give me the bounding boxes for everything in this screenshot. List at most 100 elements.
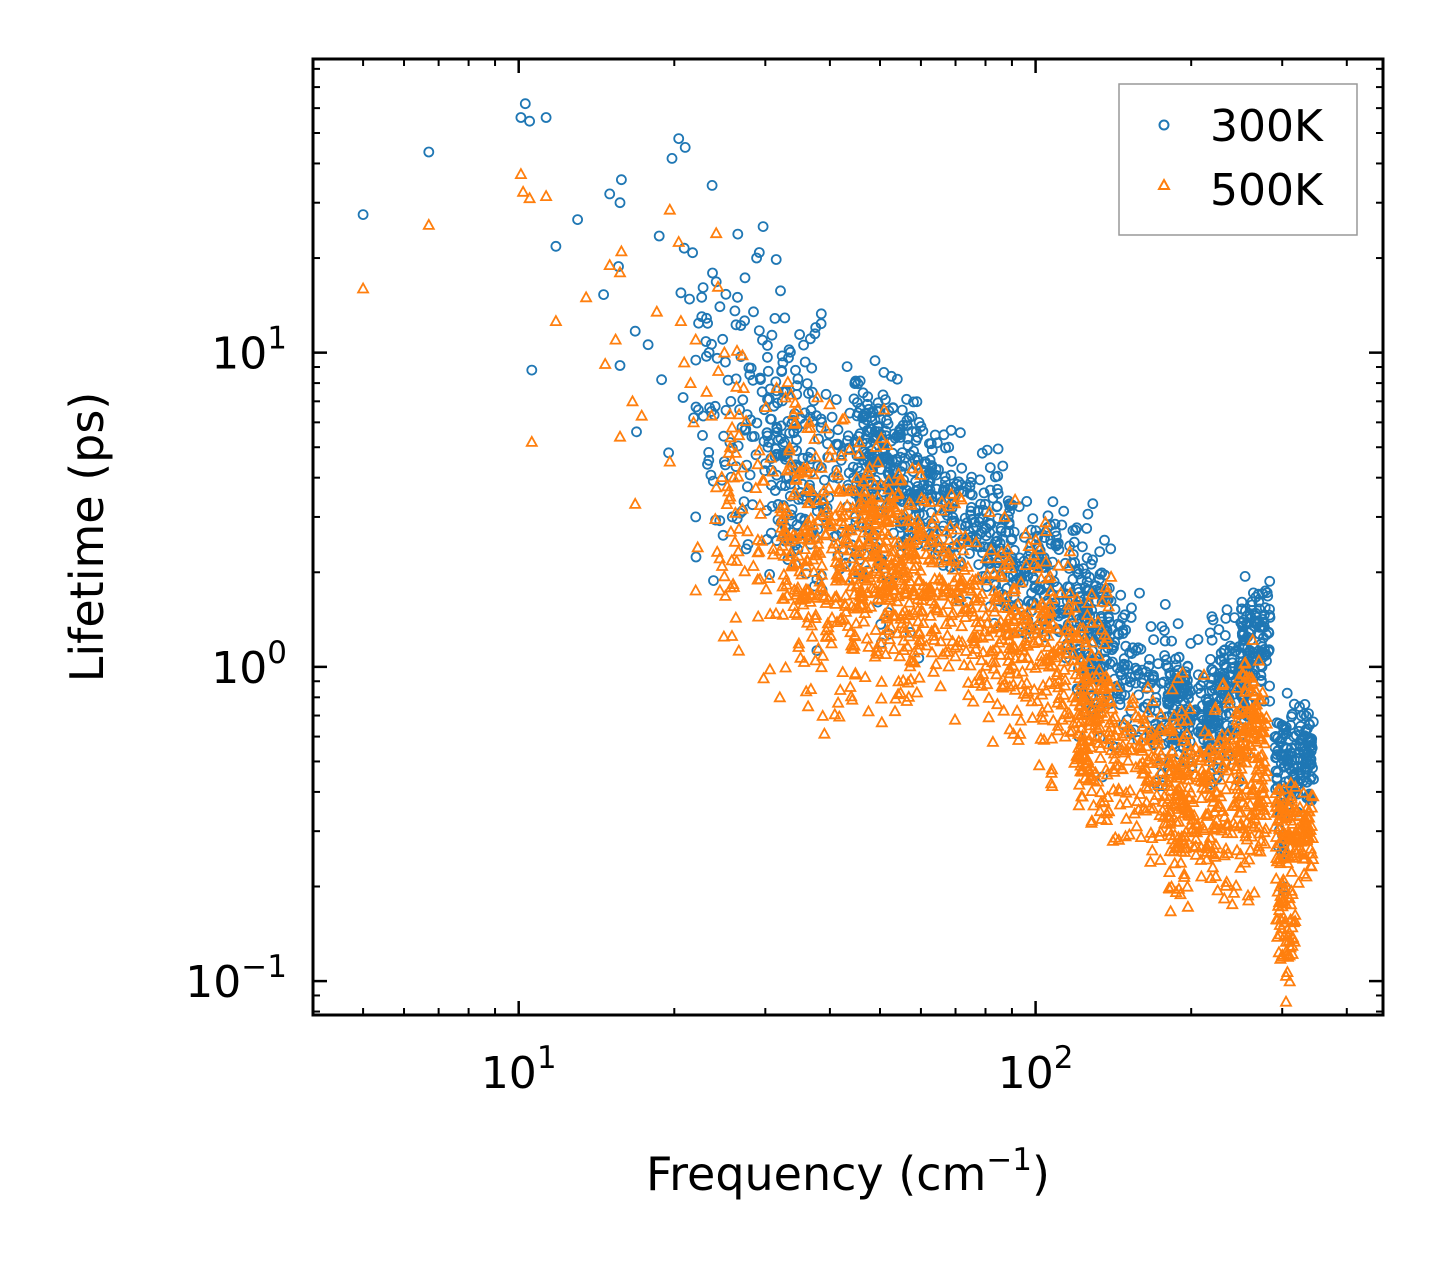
point-500k <box>1096 694 1111 707</box>
point-300k <box>1118 653 1130 665</box>
point-500k <box>1177 730 1191 742</box>
point-500k <box>1165 743 1179 756</box>
point-300k <box>732 291 743 303</box>
point-500k <box>804 587 818 600</box>
point-500k <box>1189 839 1203 851</box>
point-300k <box>1283 775 1295 786</box>
point-300k <box>629 325 641 337</box>
point-500k <box>893 473 907 486</box>
point-300k <box>731 513 743 525</box>
point-500k <box>832 709 846 722</box>
point-500k <box>1283 974 1297 987</box>
point-300k <box>1300 710 1312 722</box>
point-500k <box>980 677 994 690</box>
point-500k <box>1271 814 1285 826</box>
point-500k <box>766 547 780 560</box>
point-300k <box>1204 627 1216 639</box>
point-500k <box>816 492 830 504</box>
point-300k <box>1070 524 1081 536</box>
x-axis-title-tail: ) <box>1032 1147 1050 1201</box>
point-500k <box>915 593 929 605</box>
point-500k <box>1045 731 1059 744</box>
point-500k <box>732 428 746 441</box>
point-300k <box>887 402 899 414</box>
point-500k <box>943 519 957 531</box>
point-500k <box>1246 633 1260 645</box>
point-300k <box>757 334 768 346</box>
point-500k <box>1051 723 1065 736</box>
point-300k <box>854 375 866 387</box>
point-500k <box>871 455 885 468</box>
point-500k <box>1071 707 1085 720</box>
point-500k <box>819 528 833 541</box>
point-500k <box>1014 575 1028 588</box>
point-300k <box>973 559 985 570</box>
point-500k <box>1272 895 1286 908</box>
point-500k <box>851 577 865 590</box>
point-500k <box>718 589 732 601</box>
point-300k <box>1109 603 1121 615</box>
point-500k <box>1205 762 1219 775</box>
point-300k <box>526 364 538 376</box>
point-500k <box>1076 763 1090 775</box>
point-500k <box>1011 624 1025 636</box>
point-500k <box>729 446 743 458</box>
point-500k <box>909 533 923 545</box>
point-300k <box>901 415 913 426</box>
point-300k <box>765 413 776 425</box>
point-500k <box>1063 629 1077 642</box>
point-500k <box>831 567 845 579</box>
point-500k <box>1090 669 1104 682</box>
point-500k <box>1238 855 1252 868</box>
point-500k <box>784 387 798 400</box>
point-500k <box>1285 887 1299 899</box>
point-500k <box>935 503 949 516</box>
point-300k <box>884 455 895 467</box>
point-500k <box>1194 791 1208 803</box>
point-500k <box>1134 741 1148 754</box>
point-500k <box>1207 818 1221 830</box>
point-300k <box>1132 642 1144 654</box>
point-300k <box>1207 614 1219 626</box>
point-500k <box>1269 830 1283 842</box>
point-500k <box>1039 524 1053 536</box>
point-500k <box>1153 853 1167 865</box>
point-300k <box>1232 679 1244 691</box>
point-300k <box>1167 690 1179 701</box>
point-500k <box>1198 724 1212 737</box>
point-300k <box>1148 634 1159 645</box>
point-500k <box>1066 653 1081 666</box>
point-500k <box>1187 840 1201 853</box>
point-500k <box>844 483 859 496</box>
point-500k <box>821 516 835 529</box>
point-500k <box>1282 809 1296 822</box>
point-500k <box>910 685 924 698</box>
point-300k <box>572 214 583 226</box>
point-300k <box>748 306 759 318</box>
point-500k <box>975 587 989 599</box>
point-300k <box>519 98 531 110</box>
point-500k <box>1080 742 1094 754</box>
point-500k <box>1134 830 1148 842</box>
point-500k <box>791 556 805 568</box>
point-500k <box>902 595 916 608</box>
point-500k <box>1238 684 1252 697</box>
point-500k <box>603 258 617 271</box>
point-500k <box>888 535 902 548</box>
point-300k <box>1134 587 1145 599</box>
point-500k <box>1032 758 1046 771</box>
point-500k <box>780 588 794 601</box>
point-500k <box>948 496 962 509</box>
point-500k <box>947 574 961 587</box>
point-500k <box>1085 635 1099 648</box>
point-500k <box>1146 801 1160 814</box>
point-500k <box>1141 680 1155 693</box>
point-500k <box>1091 614 1105 627</box>
point-500k <box>1217 809 1232 822</box>
point-500k <box>949 591 963 604</box>
point-300k <box>1159 635 1171 647</box>
point-300k <box>980 530 992 542</box>
point-300k <box>739 315 750 327</box>
point-500k <box>751 457 765 470</box>
point-500k <box>1180 713 1194 726</box>
